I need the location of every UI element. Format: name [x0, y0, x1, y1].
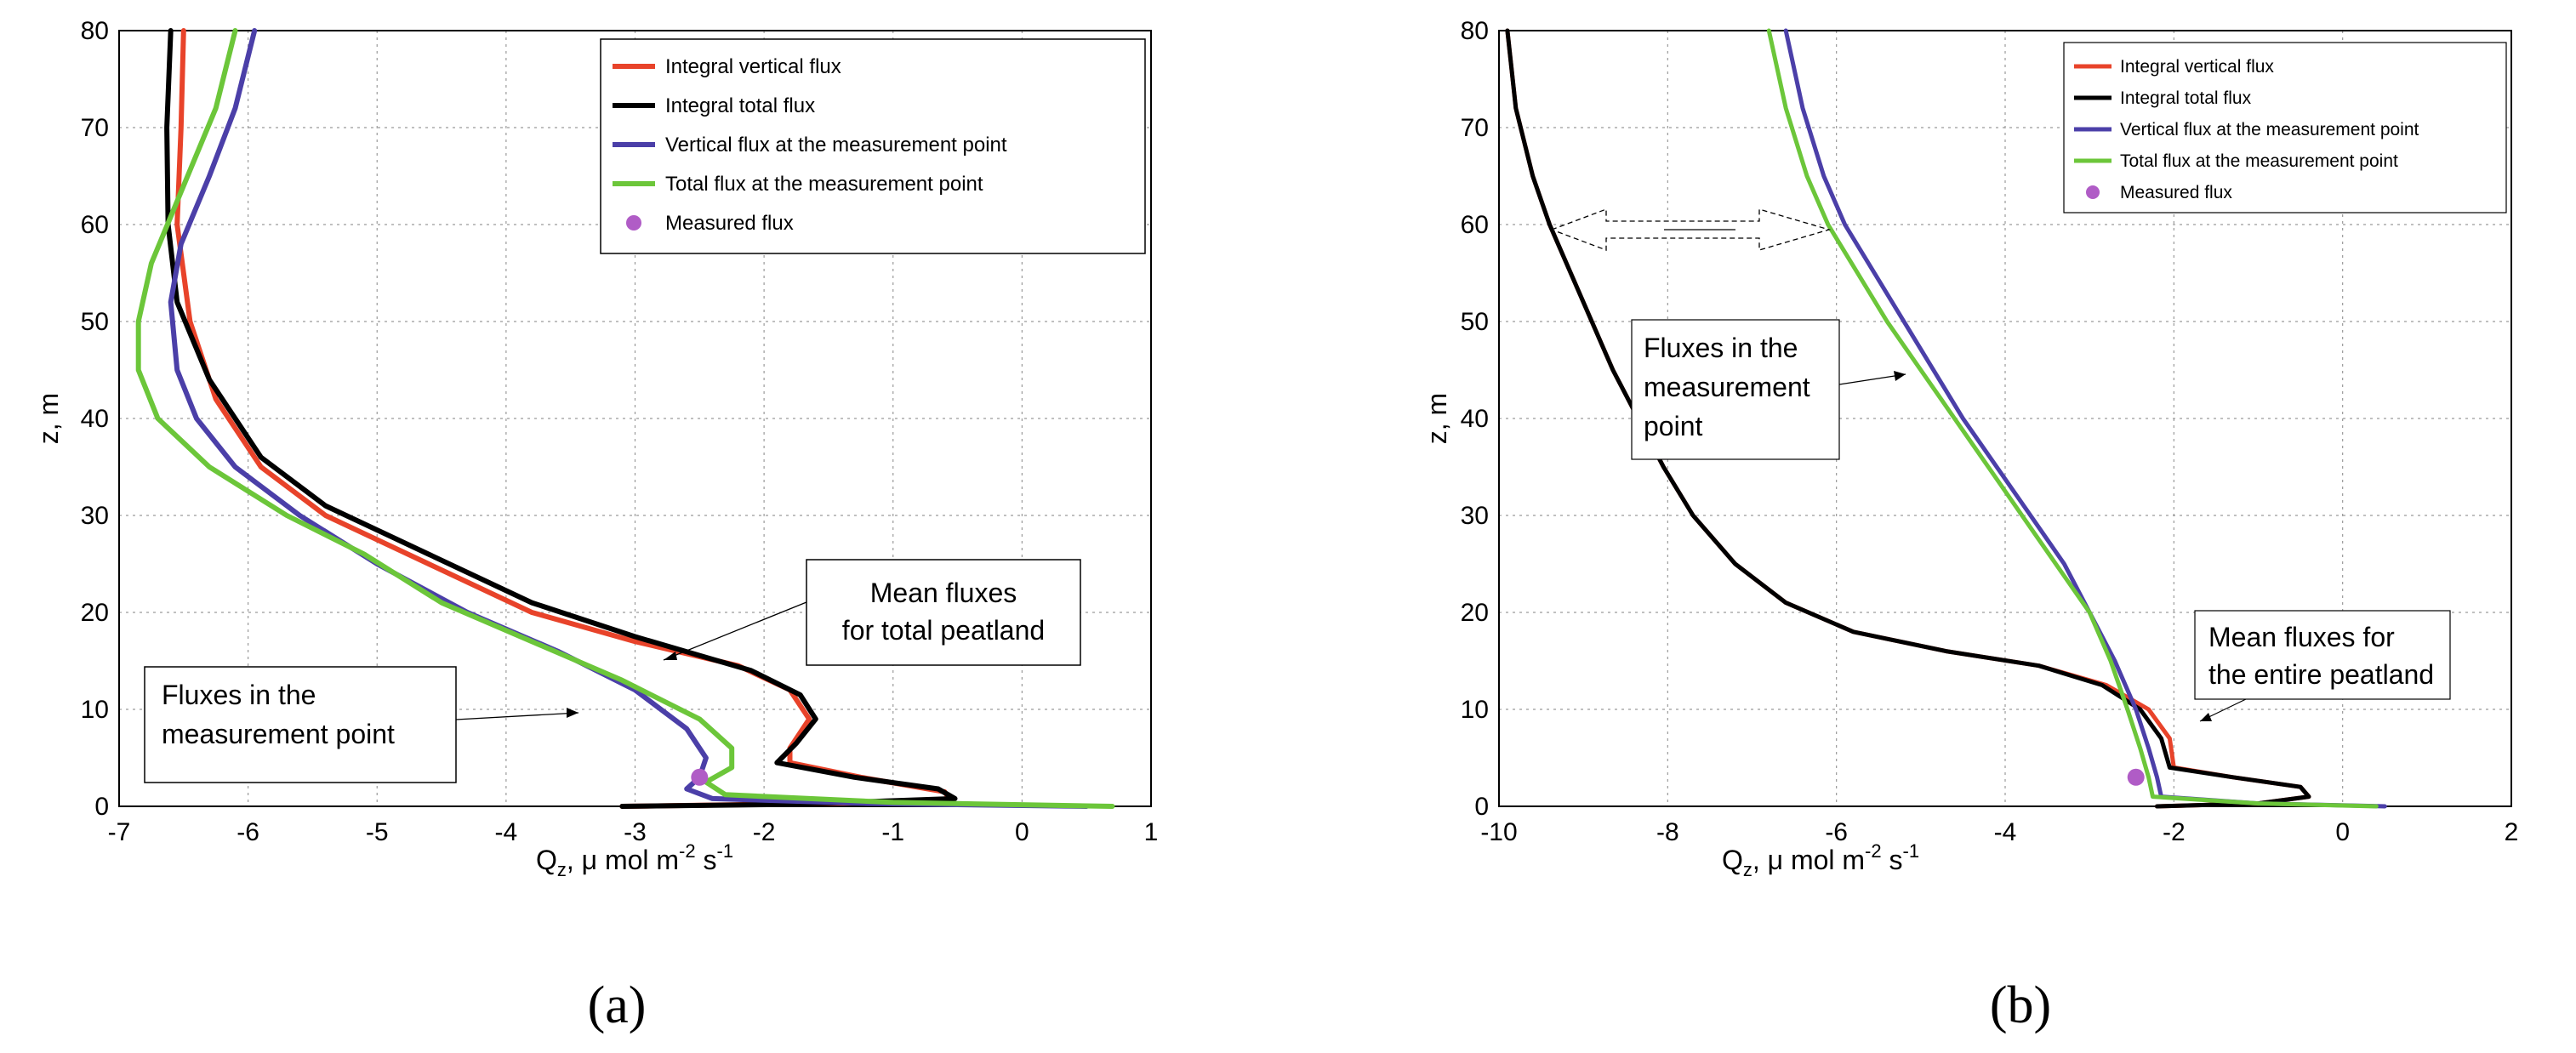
y-tick-label: 70 [81, 114, 109, 142]
panel-label-a: (a) [588, 976, 647, 1034]
x-tick-label: -5 [366, 818, 389, 846]
plot-frame-b [1498, 30, 2512, 807]
x-tick-label: 0 [2335, 818, 2350, 846]
y-tick-label: 30 [1461, 502, 1489, 530]
series-line-2 [164, 28, 958, 809]
x-axis-label-b: Qz, μ mol m-2 s-1 [1722, 840, 1919, 880]
x-tick-label: -4 [1994, 818, 2017, 846]
y-tick-label: 80 [81, 17, 109, 45]
series-line-3 [1783, 28, 2387, 809]
legend-a-label-3: Vertical flux at the measurement point [665, 134, 1007, 157]
x-tick-label: -8 [1656, 818, 1679, 846]
svg-text:Mean fluxes: Mean fluxes [870, 578, 1017, 608]
svg-text:Mean fluxes for: Mean fluxes for [2208, 622, 2395, 652]
x-tick-label: 0 [1015, 818, 1029, 846]
legend-b-label-4: Total flux at the measurement point [2120, 151, 2398, 171]
legend-b: Integral vertical flux Integral total fl… [2063, 42, 2507, 213]
measured-flux-a [691, 768, 709, 786]
measured-flux-b [2127, 768, 2145, 786]
series-line-4 [1766, 28, 2379, 809]
y-tick-label: 60 [1461, 211, 1489, 239]
x-tick-label: 2 [2505, 818, 2519, 846]
y-tick-label: 60 [81, 211, 109, 239]
legend-a-swatch-5 [626, 215, 641, 231]
series-a [135, 28, 1115, 809]
series-line-2 [1505, 28, 2311, 809]
legend-b-label-2: Integral total flux [2120, 88, 2252, 108]
measured-flux-point [691, 768, 709, 786]
y-tick-label: 80 [1461, 17, 1489, 45]
series-line-4 [135, 28, 1115, 809]
y-tick-label: 40 [81, 405, 109, 433]
series-b [1505, 28, 2387, 809]
y-tick-label: 0 [94, 793, 109, 821]
annotation-b-mean-fluxes: Mean fluxes for the entire peatland [2194, 610, 2451, 722]
y-axis-label-b: z, m [1422, 393, 1452, 444]
x-tick-label: -6 [237, 818, 259, 846]
annotation-a-fluxes-point: Fluxes in the measurement point [144, 666, 579, 783]
legend-a-label-5: Measured flux [665, 212, 794, 235]
svg-text:measurement: measurement [1644, 372, 1810, 402]
x-axis-label-a: Qz, μ mol m-2 s-1 [536, 840, 733, 880]
y-tick-label: 10 [1461, 696, 1489, 724]
x-tick-label: -2 [753, 818, 776, 846]
svg-text:point: point [1644, 411, 1703, 441]
y-tick-label: 50 [1461, 308, 1489, 336]
y-tick-label: 50 [81, 308, 109, 336]
svg-text:Fluxes in the: Fluxes in the [162, 680, 316, 710]
legend-b-label-3: Vertical flux at the measurement point [2120, 120, 2419, 139]
y-tick-label: 10 [81, 696, 109, 724]
double-arrow-b [1550, 208, 1832, 251]
x-tick-label: 1 [1144, 818, 1159, 846]
x-tick-label: -6 [1825, 818, 1848, 846]
legend-a-label-1: Integral vertical flux [665, 55, 841, 78]
x-tick-label: -3 [624, 818, 647, 846]
x-tick-label: -10 [1480, 818, 1517, 846]
x-tick-label: -1 [881, 818, 904, 846]
y-tick-label: 30 [81, 502, 109, 530]
legend-b-label-5: Measured flux [2120, 183, 2232, 202]
y-tick-label: 70 [1461, 114, 1489, 142]
y-tick-label: 40 [1461, 405, 1489, 433]
measured-flux-point [2127, 768, 2145, 786]
svg-text:Fluxes in the: Fluxes in the [1644, 333, 1798, 363]
legend-a: Integral vertical flux Integral total fl… [600, 38, 1146, 254]
legend-a-label-2: Integral total flux [665, 94, 815, 117]
y-axis-label-a: z, m [33, 393, 64, 444]
y-tick-label: 20 [1461, 599, 1489, 627]
svg-text:the entire peatland: the entire peatland [2208, 659, 2434, 690]
svg-text:for total peatland: for total peatland [842, 615, 1045, 646]
x-tick-label: -4 [495, 818, 518, 846]
legend-b-swatch-5 [2086, 185, 2100, 199]
panel-label-b: (b) [1990, 976, 2051, 1034]
legend-a-label-4: Total flux at the measurement point [665, 173, 983, 196]
y-tick-label: 0 [1474, 793, 1489, 821]
svg-text:measurement point: measurement point [162, 719, 395, 749]
x-tick-label: -2 [2163, 818, 2186, 846]
annotation-b-fluxes-point: Fluxes in the measurement point [1631, 319, 1906, 460]
y-tick-label: 20 [81, 599, 109, 627]
x-tick-label: -7 [108, 818, 131, 846]
legend-b-label-1: Integral vertical flux [2120, 57, 2274, 77]
annotation-a-mean-fluxes: Mean fluxes for total peatland [663, 559, 1081, 666]
